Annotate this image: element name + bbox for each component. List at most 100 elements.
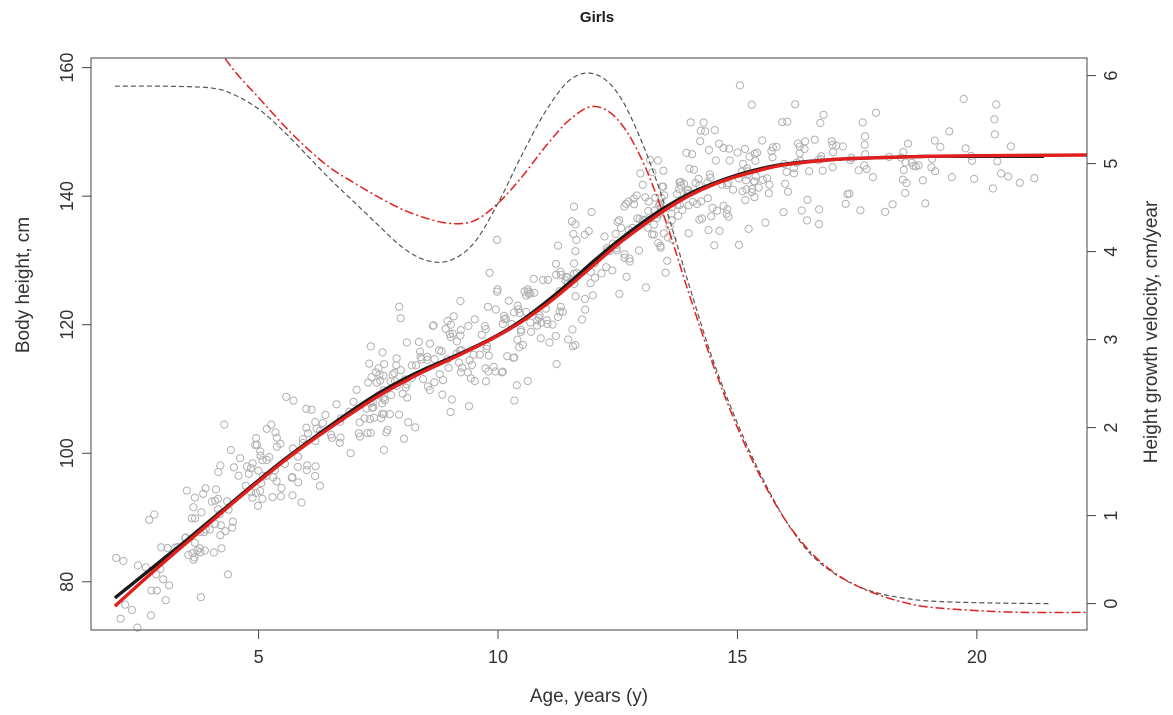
scatter-point xyxy=(754,183,763,192)
scatter-point xyxy=(715,226,724,235)
scatter-point xyxy=(959,94,968,104)
scatter-point xyxy=(581,305,590,314)
scatter-point xyxy=(369,413,379,422)
scatter-point xyxy=(696,126,705,135)
scatter-point xyxy=(491,367,500,376)
scatter-point xyxy=(504,296,513,305)
scatter-point xyxy=(366,342,375,351)
scatter-point xyxy=(423,382,432,391)
scatter-point xyxy=(445,330,454,339)
scatter-point xyxy=(223,570,232,579)
scatter-point xyxy=(714,139,724,148)
scatter-point xyxy=(742,176,751,185)
scatter-point xyxy=(536,334,545,343)
scatter-point xyxy=(860,132,870,141)
scatter-point xyxy=(307,405,316,414)
scatter-point xyxy=(216,521,225,530)
scatter-point xyxy=(620,202,629,211)
scatter-point xyxy=(653,156,663,165)
scatter-point xyxy=(379,445,388,455)
x-tick-label: 20 xyxy=(967,647,987,667)
scatter-point xyxy=(696,137,705,146)
scatter-point xyxy=(315,481,324,490)
scatter-point xyxy=(272,433,281,442)
scatter-point xyxy=(469,350,478,359)
scatter-point xyxy=(936,142,945,152)
scatter-point xyxy=(484,351,493,360)
scatter-point xyxy=(512,381,521,390)
scatter-point xyxy=(449,312,458,321)
scatter-point xyxy=(497,368,506,377)
scatter-point xyxy=(456,331,465,340)
scatter-point xyxy=(667,216,676,225)
scatter-point xyxy=(447,395,456,404)
scatter-point xyxy=(464,402,474,411)
scatter-point xyxy=(385,410,394,419)
scatter-point xyxy=(363,429,372,438)
scatter-point xyxy=(392,354,401,363)
scatter-point xyxy=(302,466,311,475)
scatter-point xyxy=(747,188,756,197)
scatter-point xyxy=(676,177,685,186)
scatter-point xyxy=(988,184,998,193)
scatter-point xyxy=(399,434,408,443)
scatter-point xyxy=(523,376,532,386)
scatter-point xyxy=(947,173,956,182)
scatter-point xyxy=(159,575,168,584)
scatter-point xyxy=(678,205,687,215)
scatter-point xyxy=(116,614,125,623)
scatter-point xyxy=(738,187,747,196)
scatter-point xyxy=(901,158,910,167)
scatter-point xyxy=(597,269,606,278)
scatter-point xyxy=(191,514,200,523)
scatter-point xyxy=(311,462,320,471)
scatter-point xyxy=(580,230,589,239)
scatter-point xyxy=(287,473,296,482)
scatter-point xyxy=(571,292,580,301)
scatter-point xyxy=(694,174,703,183)
scatter-point xyxy=(303,429,313,438)
scatter-point xyxy=(216,531,225,540)
scatter-point xyxy=(165,581,174,590)
scatter-point xyxy=(403,393,412,402)
scatter-point xyxy=(262,455,271,465)
scatter-point xyxy=(133,623,142,632)
scatter-point xyxy=(697,214,707,223)
scatter-point xyxy=(244,469,253,478)
scatter-point xyxy=(545,338,554,347)
scatter-point xyxy=(768,143,778,152)
scatter-point xyxy=(708,203,717,212)
scatter-point xyxy=(157,543,166,552)
scatter-point xyxy=(234,471,243,480)
scatter-point xyxy=(641,193,650,202)
scatter-point xyxy=(744,224,753,233)
scatter-point xyxy=(289,396,298,405)
scatter-point xyxy=(303,461,312,470)
scatter-point xyxy=(1015,178,1024,187)
y-right-tick-label: 1 xyxy=(1101,511,1121,521)
scatter-point xyxy=(587,208,596,217)
series-line-height-red xyxy=(113,153,1087,608)
scatter-point xyxy=(674,211,683,220)
scatter-point xyxy=(354,429,363,438)
series-line-height-black xyxy=(113,154,1044,600)
scatter-point xyxy=(818,166,827,175)
scatter-point xyxy=(293,462,302,471)
scatter-point xyxy=(672,189,682,199)
x-axis: 5 10 15 20 xyxy=(254,630,987,667)
scatter-point xyxy=(843,190,852,199)
scatter-point xyxy=(638,180,647,189)
scatter-point xyxy=(394,410,404,419)
scatter-point xyxy=(268,493,277,502)
scatter-point xyxy=(725,144,734,153)
scatter-point xyxy=(810,135,819,144)
scatter-point xyxy=(654,239,663,248)
scatter-point xyxy=(332,400,341,409)
scatter-point xyxy=(522,291,531,300)
scatter-point xyxy=(411,423,420,432)
scatter-point xyxy=(860,140,869,149)
scatter-point xyxy=(686,118,695,127)
scatter-point xyxy=(794,139,803,148)
scatter-point xyxy=(871,108,881,117)
